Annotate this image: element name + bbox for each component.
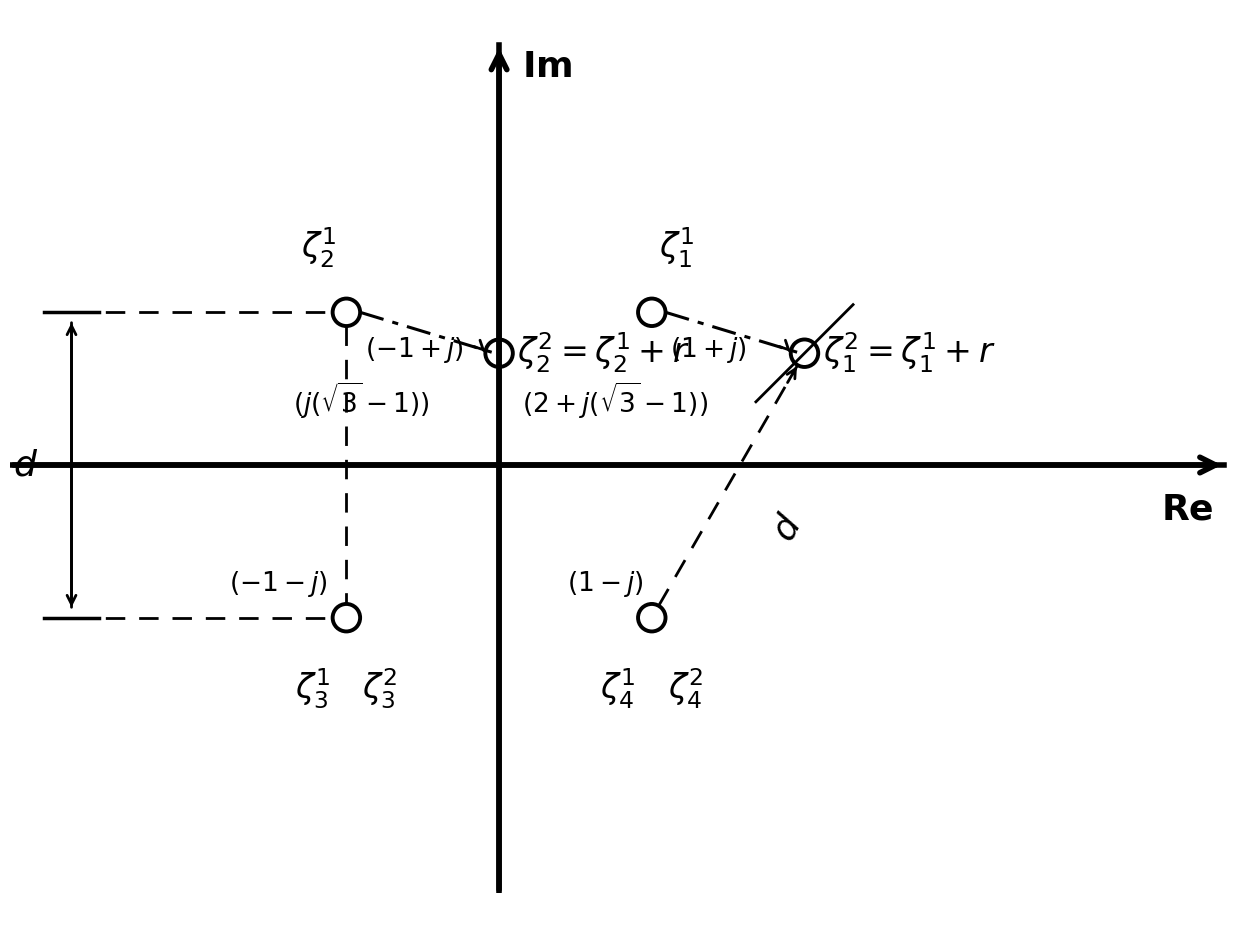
- Text: $\mathbf{Re}$: $\mathbf{Re}$: [1161, 493, 1214, 526]
- Text: $\zeta_1^1$: $\zeta_1^1$: [659, 225, 695, 270]
- Text: $d$: $d$: [766, 509, 808, 547]
- Text: $(j(\sqrt{3}-1))$: $(j(\sqrt{3}-1))$: [292, 380, 430, 421]
- Text: $(-1+j)$: $(-1+j)$: [364, 335, 463, 365]
- Text: $(2+j(\sqrt{3}-1))$: $(2+j(\sqrt{3}-1))$: [522, 380, 707, 421]
- Text: $\zeta_4^2$: $\zeta_4^2$: [668, 667, 703, 711]
- Text: $(1-j)$: $(1-j)$: [567, 569, 644, 599]
- Text: $\mathbf{Im}$: $\mathbf{Im}$: [522, 49, 572, 84]
- Text: $d$: $d$: [12, 448, 38, 482]
- Text: $\zeta_2^1$: $\zeta_2^1$: [301, 225, 337, 270]
- Text: $\zeta_3^2$: $\zeta_3^2$: [362, 667, 398, 711]
- Text: $(-1-j)$: $(-1-j)$: [229, 569, 328, 599]
- Text: $\zeta_2^2=\zeta_2^1+r$: $\zeta_2^2=\zeta_2^1+r$: [518, 331, 690, 376]
- Text: $\zeta_3^1$: $\zeta_3^1$: [295, 667, 331, 711]
- Text: $(1+j)$: $(1+j)$: [670, 335, 747, 365]
- Text: $\zeta_4^1$: $\zeta_4^1$: [601, 667, 636, 711]
- Text: $\zeta_1^2=\zeta_1^1+r$: $\zeta_1^2=\zeta_1^1+r$: [823, 331, 995, 376]
